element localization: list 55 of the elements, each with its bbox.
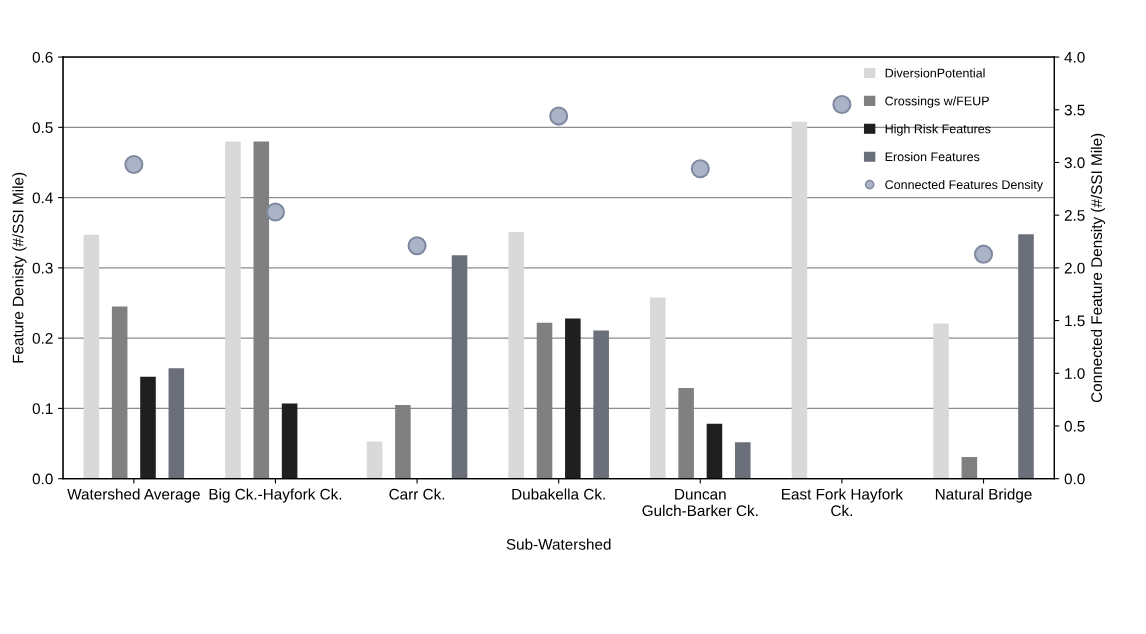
legend-label: Erosion Features bbox=[885, 152, 980, 162]
y2-tick-label: 0.0 bbox=[1064, 473, 1085, 485]
bar bbox=[791, 121, 808, 479]
bar bbox=[451, 255, 468, 479]
y2-tick-label: 0.5 bbox=[1064, 420, 1085, 432]
bar bbox=[281, 403, 298, 479]
bar bbox=[734, 442, 751, 479]
y-tick-label: 0.2 bbox=[32, 333, 53, 344]
bar bbox=[706, 423, 723, 479]
bar bbox=[565, 318, 581, 479]
x-tick-label: East Fork Hayfork Ck. bbox=[782, 488, 904, 517]
point bbox=[549, 106, 569, 126]
bar bbox=[168, 368, 185, 479]
x-tick-label: Natural Bridge bbox=[935, 488, 1032, 503]
y2-axis-title: Connected Feature Density (#/SSI Mile) bbox=[1090, 133, 1106, 403]
y-tick-label: 0.3 bbox=[32, 262, 53, 274]
y-tick-label: 0.0 bbox=[32, 473, 53, 485]
bar bbox=[1018, 234, 1034, 479]
point bbox=[690, 159, 710, 179]
y-axis-title: Feature Denisty (#/SSI Mile) bbox=[12, 172, 27, 363]
point bbox=[124, 155, 144, 175]
y2-tick-label: 2.0 bbox=[1064, 262, 1085, 274]
y2-tick-label: 2.5 bbox=[1064, 210, 1085, 221]
point bbox=[407, 236, 427, 256]
bar bbox=[961, 456, 978, 479]
x-tick-label: Duncan Gulch-Barker Ck. bbox=[642, 488, 758, 517]
y2-tick-label: 1.5 bbox=[1065, 315, 1085, 327]
y-tick-label: 0.1 bbox=[32, 403, 53, 415]
x-tick-label: Watershed Average bbox=[67, 488, 200, 503]
point bbox=[265, 202, 285, 222]
y2-tick-label: 1.0 bbox=[1065, 368, 1085, 379]
bar bbox=[83, 234, 100, 479]
y-tick-label: 0.5 bbox=[32, 122, 53, 134]
legend-label: High Risk Features bbox=[885, 124, 991, 136]
x-tick-label: Carr Ck. bbox=[389, 488, 445, 500]
bar bbox=[366, 441, 383, 479]
point bbox=[832, 94, 852, 115]
y2-tick-label: 3.0 bbox=[1064, 157, 1085, 169]
x-axis-title: Sub-Watershed bbox=[506, 538, 611, 550]
y-tick-label: 0.4 bbox=[32, 192, 53, 204]
legend-label: DiversionPotential bbox=[885, 68, 985, 78]
x-tick-label: Big Ck.-Hayfork Ck. bbox=[209, 488, 342, 503]
x-tick-label: Dubakella Ck. bbox=[512, 488, 605, 500]
y-tick-label: 0.6 bbox=[32, 51, 53, 63]
point bbox=[973, 244, 994, 264]
legend-label: Crossings w/FEUP bbox=[885, 96, 989, 108]
y2-tick-label: 3.5 bbox=[1064, 104, 1085, 116]
y2-tick-label: 4.0 bbox=[1064, 51, 1085, 63]
legend-label: Connected Features Density bbox=[885, 179, 1044, 192]
bar bbox=[650, 297, 666, 479]
bar bbox=[140, 376, 156, 479]
bar bbox=[508, 232, 524, 479]
bar bbox=[933, 323, 949, 479]
bar bbox=[593, 330, 609, 479]
bar bbox=[225, 141, 241, 479]
